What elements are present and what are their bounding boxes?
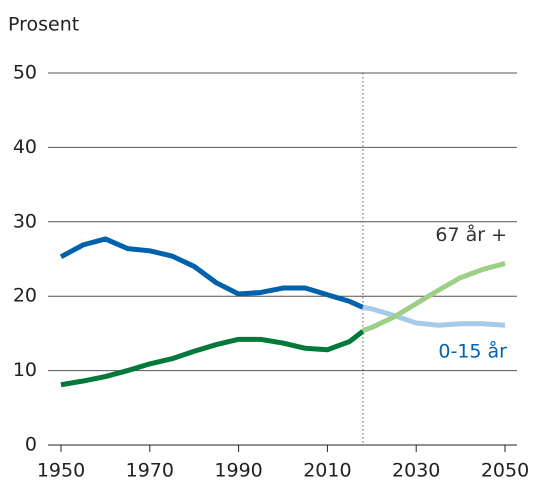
x-tick-label: 1970: [126, 460, 174, 482]
series-line: [59, 236, 364, 310]
series-label: 67 år +: [435, 223, 507, 246]
x-tick-label: 1990: [214, 460, 262, 482]
projection-line: [362, 261, 506, 333]
y-tick-label: 40: [13, 136, 37, 158]
x-tick-label: 2050: [481, 460, 529, 482]
y-tick-label: 30: [13, 210, 37, 232]
x-tick-label: 2010: [303, 460, 351, 482]
x-tick-label: 1950: [37, 460, 85, 482]
series-label: 0-15 år: [438, 340, 507, 363]
y-axis-label: Prosent: [8, 14, 79, 36]
series-line: [60, 329, 365, 388]
projection-line: [362, 304, 506, 328]
y-tick-label: 20: [13, 285, 37, 307]
y-tick-label: 10: [13, 359, 37, 381]
y-tick-label: 50: [13, 62, 37, 84]
x-tick-label: 2030: [392, 460, 440, 482]
y-tick-label: 0: [25, 434, 37, 456]
